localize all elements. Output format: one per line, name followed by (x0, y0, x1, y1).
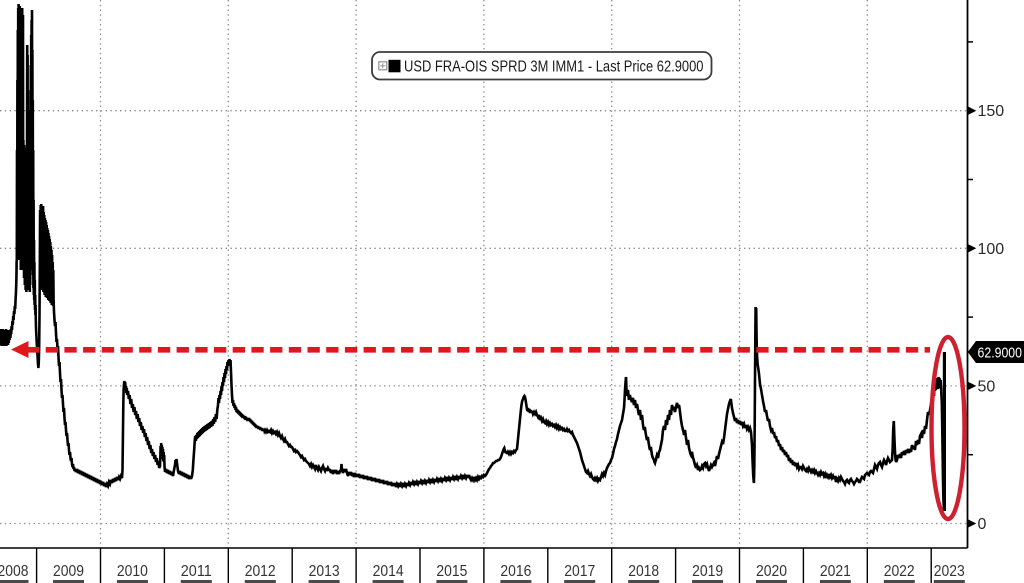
svg-text:2021: 2021 (820, 563, 851, 580)
svg-text:2023: 2023 (934, 563, 965, 580)
svg-text:2019: 2019 (692, 563, 723, 580)
svg-text:50: 50 (978, 378, 996, 395)
svg-text:100: 100 (978, 241, 1005, 258)
svg-text:2011: 2011 (181, 563, 212, 580)
svg-text:2018: 2018 (628, 563, 659, 580)
svg-text:2014: 2014 (373, 563, 404, 580)
svg-text:2017: 2017 (564, 563, 595, 580)
svg-text:2012: 2012 (245, 563, 276, 580)
svg-text:150: 150 (978, 103, 1005, 120)
svg-text:2020: 2020 (756, 563, 787, 580)
svg-text:USD FRA-OIS SPRD 3M IMM1 - Las: USD FRA-OIS SPRD 3M IMM1 - Last Price 62… (404, 59, 704, 76)
svg-text:2015: 2015 (436, 563, 467, 580)
svg-text:62.9000: 62.9000 (978, 345, 1023, 362)
svg-text:2016: 2016 (500, 563, 531, 580)
svg-text:2008: 2008 (0, 563, 29, 580)
svg-text:2022: 2022 (884, 563, 915, 580)
svg-text:0: 0 (978, 516, 987, 533)
svg-text:2009: 2009 (53, 563, 84, 580)
svg-text:2013: 2013 (309, 563, 340, 580)
svg-text:2010: 2010 (117, 563, 148, 580)
